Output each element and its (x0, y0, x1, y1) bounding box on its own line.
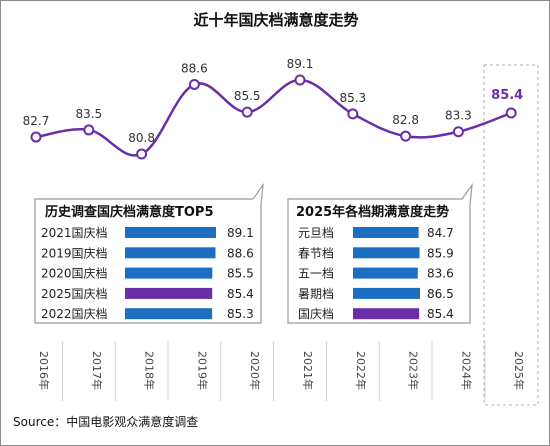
bar-value-label: 86.5 (427, 287, 454, 301)
year-tick-label: 2019年 (195, 351, 209, 390)
trend-value-label: 82.8 (392, 113, 419, 127)
trend-value-label: 83.5 (75, 107, 102, 121)
period-inset: 2025年各档期满意度走势 元旦档 84.7 春节档 85.9 五一档 83.6 暑期档 86… (287, 182, 473, 324)
top5-title: 历史调查国庆档满意度TOP5 (45, 204, 214, 220)
trend-value-label: 89.1 (287, 57, 314, 71)
trend-value-label: 85.3 (339, 91, 366, 105)
bar-category-label: 五一档 (298, 267, 334, 281)
trend-value-label: 83.3 (445, 109, 472, 123)
period-rows: 元旦档 84.7 春节档 85.9 五一档 83.6 暑期档 86.5 国庆档 85.4 (298, 226, 454, 321)
trend-point (505, 107, 517, 119)
bar-value-label: 85.4 (427, 307, 454, 321)
bar-category-label: 2021国庆档 (41, 226, 108, 240)
bar-value-label: 84.7 (427, 226, 454, 240)
year-tick-label: 2018年 (143, 351, 157, 390)
bar-value-label: 83.6 (427, 267, 454, 281)
trend-point (294, 74, 306, 86)
trend-point (30, 131, 42, 143)
bar-value-label: 85.9 (427, 246, 454, 260)
trend-value-label: 85.4 (491, 88, 523, 103)
bar-category-label: 2019国庆档 (41, 246, 108, 260)
bar-category-label: 国庆档 (298, 307, 334, 321)
trend-line (35, 78, 512, 157)
year-dividers (61, 341, 486, 401)
bar-category-label: 2025国庆档 (41, 287, 108, 301)
year-tick-label: 2020年 (248, 351, 262, 390)
bar (353, 267, 418, 279)
year-tick-label: 2025年 (512, 351, 526, 390)
bar (353, 287, 420, 299)
bar-value-label: 88.6 (227, 246, 254, 260)
year-tick-label: 2021年 (301, 351, 315, 390)
year-tick-label: 2023年 (407, 351, 421, 390)
bar-category-label: 春节档 (298, 246, 334, 260)
year-tick-label: 2016年 (37, 351, 51, 390)
chart-title: 近十年国庆档满意度走势 (193, 11, 358, 29)
trend-point-labels: 82.7 83.5 80.8 88.6 85.5 89.1 85.3 82.8 83.3 85.4 (23, 57, 524, 145)
bar (125, 227, 216, 238)
bar-value-label: 85.3 (227, 307, 254, 321)
trend-point (400, 130, 412, 142)
bar-category-label: 2022国庆档 (41, 307, 108, 321)
highlight-frame (483, 64, 539, 406)
trend-points (30, 74, 517, 160)
trend-point (452, 126, 464, 138)
trend-point (347, 108, 359, 120)
bar-category-label: 元旦档 (298, 226, 334, 240)
year-axis-labels: 2016年 2017年 2018年 2019年 2020年 2021年 2022年 2023年… (37, 351, 526, 390)
trend-value-label: 82.7 (23, 114, 50, 128)
trend-value-label: 88.6 (181, 61, 208, 75)
bar-value-label: 85.4 (227, 287, 254, 301)
trend-value-label: 85.5 (234, 89, 261, 103)
bar (353, 308, 420, 320)
bar-category-label: 2020国庆档 (41, 267, 108, 281)
trend-point (241, 106, 253, 118)
trend-point (83, 124, 95, 136)
bar (125, 247, 216, 259)
bar (353, 247, 420, 259)
bar-value-label: 89.1 (227, 226, 254, 240)
trend-point (136, 148, 148, 160)
bar (125, 267, 213, 279)
trend-value-label: 80.8 (128, 131, 155, 145)
period-title: 2025年各档期满意度走势 (296, 204, 449, 220)
year-tick-label: 2022年 (354, 351, 368, 390)
year-tick-label: 2024年 (459, 351, 473, 390)
bar (353, 227, 419, 238)
year-tick-label: 2017年 (90, 351, 104, 390)
bar (125, 287, 213, 299)
bar-category-label: 暑期档 (298, 287, 334, 301)
top5-rows: 2021国庆档 89.1 2019国庆档 88.6 2020国庆档 85.5 2025国庆档… (41, 226, 254, 321)
bar-value-label: 85.5 (227, 267, 254, 281)
source-note: Source：中国电影观众满意度调查 (13, 414, 198, 429)
trend-point (188, 78, 200, 90)
bar (125, 308, 213, 320)
